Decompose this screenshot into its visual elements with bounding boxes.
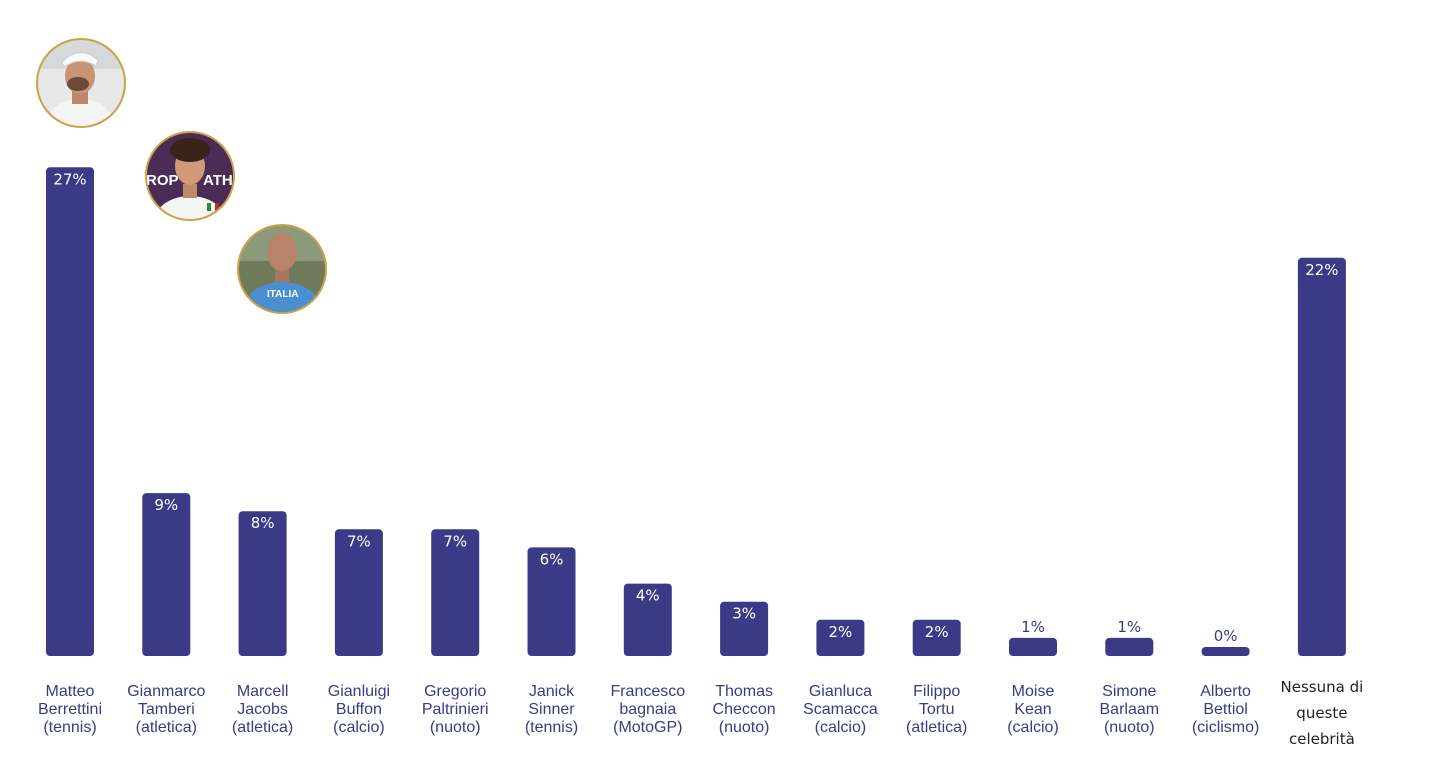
category-label-0: Matteo Berrettini (tennis) bbox=[38, 683, 102, 736]
bar-5 bbox=[527, 547, 576, 656]
bar-13 bbox=[1297, 257, 1346, 656]
avatar-photo-jacobs: ITALIA bbox=[237, 224, 327, 314]
category-label-7: Thomas Checcon (nuoto) bbox=[713, 683, 776, 736]
bar-4 bbox=[431, 529, 480, 656]
bar-12 bbox=[1201, 647, 1250, 656]
data-label-7: 3% bbox=[732, 605, 756, 623]
bar-8 bbox=[816, 619, 865, 656]
category-label-8: Gianluca Scamacca (calcio) bbox=[803, 683, 878, 736]
bar-10 bbox=[1009, 637, 1057, 656]
bar-9 bbox=[912, 619, 961, 656]
data-label-13: 22% bbox=[1305, 261, 1338, 279]
category-label-10: Moise Kean (calcio) bbox=[1007, 683, 1059, 736]
category-label-13: Nessuna di queste celebrità bbox=[1281, 678, 1364, 748]
data-label-5: 6% bbox=[540, 550, 564, 568]
svg-text:ATHL: ATHL bbox=[203, 172, 242, 189]
category-label-1: Gianmarco Tamberi (atletica) bbox=[127, 683, 205, 736]
avatar-photo-tamberi: ROP ATHL bbox=[145, 131, 242, 221]
bar-2 bbox=[238, 511, 287, 656]
category-label-2: Marcell Jacobs (atletica) bbox=[232, 683, 293, 736]
category-label-9: Filippo Tortu (atletica) bbox=[906, 683, 967, 736]
data-label-9: 2% bbox=[925, 623, 949, 641]
bars-group: 27% 9% 8% 7% 7% 6% 4% 3% 2% 2% 1% 1% 0% 22% bbox=[46, 167, 1346, 657]
data-label-12: 0% bbox=[1214, 627, 1238, 645]
bar-7 bbox=[720, 601, 769, 656]
category-label-4: Gregorio Paltrinieri (nuoto) bbox=[422, 683, 489, 736]
avatar-photo-berrettini bbox=[36, 38, 126, 128]
data-label-1: 9% bbox=[154, 496, 178, 514]
category-label-5: Janick Sinner (tennis) bbox=[525, 683, 578, 736]
svg-text:ROP: ROP bbox=[146, 172, 179, 189]
category-label-12: Alberto Bettiol (ciclismo) bbox=[1192, 683, 1260, 736]
data-label-10: 1% bbox=[1021, 618, 1045, 636]
category-label-6: Francesco bagnaia (MotoGP) bbox=[610, 683, 685, 736]
bar-1 bbox=[142, 493, 191, 656]
bar-0 bbox=[46, 167, 94, 657]
data-label-2: 8% bbox=[251, 514, 275, 532]
data-label-3: 7% bbox=[347, 532, 371, 550]
data-label-4: 7% bbox=[443, 532, 467, 550]
category-labels-group: Matteo Berrettini (tennis) Gianmarco Tamberi… bbox=[38, 678, 1363, 748]
data-label-11: 1% bbox=[1117, 618, 1141, 636]
category-label-11: Simone Barlaam (nuoto) bbox=[1100, 683, 1160, 736]
data-label-0: 27% bbox=[53, 170, 86, 188]
svg-text:ITALIA: ITALIA bbox=[267, 289, 298, 300]
data-label-6: 4% bbox=[636, 587, 660, 605]
bar-11 bbox=[1105, 637, 1154, 656]
data-label-8: 2% bbox=[829, 623, 853, 641]
category-label-3: Gianluigi Buffon (calcio) bbox=[328, 683, 390, 736]
bar-6 bbox=[623, 583, 672, 656]
bar-3 bbox=[334, 529, 383, 656]
